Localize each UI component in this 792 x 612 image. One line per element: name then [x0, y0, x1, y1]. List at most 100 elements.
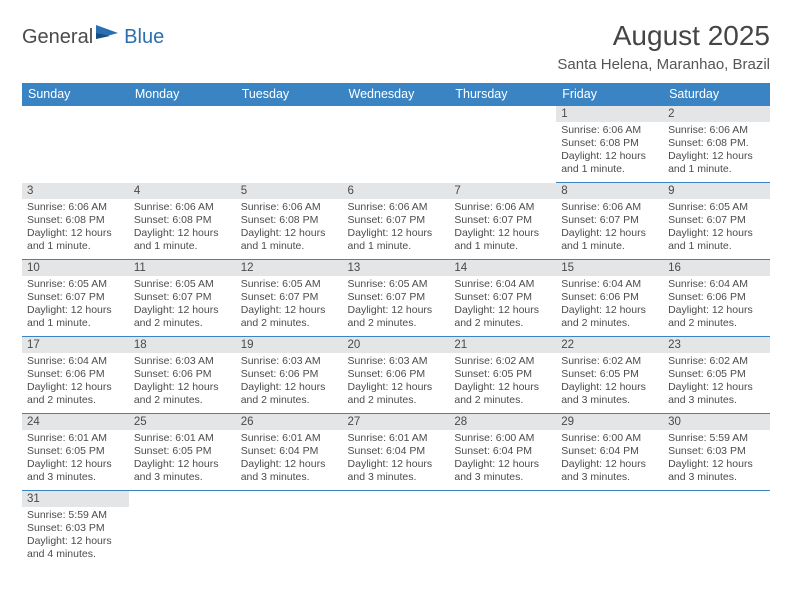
calendar-day-cell: 31Sunrise: 5:59 AMSunset: 6:03 PMDayligh…	[22, 491, 129, 568]
day-detail-line: and 2 minutes.	[27, 394, 124, 407]
day-detail-line: and 2 minutes.	[454, 317, 551, 330]
day-detail-line: and 2 minutes.	[454, 394, 551, 407]
calendar-day-cell: 26Sunrise: 6:01 AMSunset: 6:04 PMDayligh…	[236, 414, 343, 491]
day-details: Sunrise: 6:06 AMSunset: 6:07 PMDaylight:…	[343, 199, 450, 258]
day-detail-line: and 3 minutes.	[27, 471, 124, 484]
day-detail-line: Sunrise: 6:06 AM	[348, 201, 445, 214]
day-detail-line: Sunset: 6:07 PM	[454, 291, 551, 304]
day-detail-line: Sunrise: 6:06 AM	[668, 124, 765, 137]
day-detail-line: Sunset: 6:08 PM	[27, 214, 124, 227]
day-detail-line: Daylight: 12 hours	[241, 381, 338, 394]
day-detail-line: and 2 minutes.	[668, 317, 765, 330]
day-detail-line: Sunset: 6:06 PM	[668, 291, 765, 304]
calendar-day-cell: 30Sunrise: 5:59 AMSunset: 6:03 PMDayligh…	[663, 414, 770, 491]
day-details: Sunrise: 6:04 AMSunset: 6:06 PMDaylight:…	[556, 276, 663, 335]
day-detail-line: Sunset: 6:07 PM	[668, 214, 765, 227]
calendar-day-cell: 1Sunrise: 6:06 AMSunset: 6:08 PMDaylight…	[556, 106, 663, 183]
day-detail-line: and 2 minutes.	[348, 394, 445, 407]
day-details: Sunrise: 6:00 AMSunset: 6:04 PMDaylight:…	[556, 430, 663, 489]
weekday-header: Tuesday	[236, 83, 343, 106]
day-details: Sunrise: 6:05 AMSunset: 6:07 PMDaylight:…	[343, 276, 450, 335]
calendar-day-cell: 4Sunrise: 6:06 AMSunset: 6:08 PMDaylight…	[129, 183, 236, 260]
day-number: 1	[556, 106, 663, 122]
day-detail-line: Daylight: 12 hours	[27, 304, 124, 317]
day-detail-line: and 2 minutes.	[241, 394, 338, 407]
day-detail-line: and 1 minute.	[454, 240, 551, 253]
day-detail-line: Sunrise: 6:05 AM	[134, 278, 231, 291]
calendar-day-cell: 25Sunrise: 6:01 AMSunset: 6:05 PMDayligh…	[129, 414, 236, 491]
weekday-header: Monday	[129, 83, 236, 106]
calendar-week-row: 17Sunrise: 6:04 AMSunset: 6:06 PMDayligh…	[22, 337, 770, 414]
day-number: 11	[129, 260, 236, 276]
calendar-empty-cell	[22, 106, 129, 183]
weekday-row: SundayMondayTuesdayWednesdayThursdayFrid…	[22, 83, 770, 106]
calendar-day-cell: 5Sunrise: 6:06 AMSunset: 6:08 PMDaylight…	[236, 183, 343, 260]
calendar-empty-cell	[236, 491, 343, 568]
calendar-body: 1Sunrise: 6:06 AMSunset: 6:08 PMDaylight…	[22, 106, 770, 568]
day-detail-line: and 3 minutes.	[561, 394, 658, 407]
calendar-day-cell: 8Sunrise: 6:06 AMSunset: 6:07 PMDaylight…	[556, 183, 663, 260]
day-detail-line: and 1 minute.	[27, 317, 124, 330]
day-detail-line: Sunset: 6:07 PM	[561, 214, 658, 227]
calendar-week-row: 1Sunrise: 6:06 AMSunset: 6:08 PMDaylight…	[22, 106, 770, 183]
day-number: 2	[663, 106, 770, 122]
calendar-page: General Blue August 2025 Santa Helena, M…	[0, 0, 792, 568]
day-detail-line: Sunrise: 6:06 AM	[27, 201, 124, 214]
day-detail-line: and 3 minutes.	[668, 471, 765, 484]
day-detail-line: Sunrise: 6:00 AM	[454, 432, 551, 445]
calendar-empty-cell	[449, 106, 556, 183]
day-number: 16	[663, 260, 770, 276]
day-detail-line: Daylight: 12 hours	[348, 381, 445, 394]
day-detail-line: Daylight: 12 hours	[668, 150, 765, 163]
day-detail-line: and 1 minute.	[561, 240, 658, 253]
day-detail-line: Sunrise: 6:05 AM	[668, 201, 765, 214]
calendar-day-cell: 9Sunrise: 6:05 AMSunset: 6:07 PMDaylight…	[663, 183, 770, 260]
day-detail-line: Sunset: 6:05 PM	[27, 445, 124, 458]
day-details: Sunrise: 6:03 AMSunset: 6:06 PMDaylight:…	[236, 353, 343, 412]
day-detail-line: Sunrise: 6:02 AM	[668, 355, 765, 368]
day-detail-line: Sunset: 6:03 PM	[27, 522, 124, 535]
day-detail-line: and 2 minutes.	[241, 317, 338, 330]
day-detail-line: Daylight: 12 hours	[561, 458, 658, 471]
day-detail-line: Sunrise: 6:03 AM	[241, 355, 338, 368]
logo-text-blue: Blue	[124, 26, 164, 49]
day-detail-line: Sunrise: 6:06 AM	[561, 201, 658, 214]
day-detail-line: and 1 minute.	[241, 240, 338, 253]
calendar-header: SundayMondayTuesdayWednesdayThursdayFrid…	[22, 83, 770, 106]
title-block: August 2025 Santa Helena, Maranhao, Braz…	[557, 20, 770, 79]
day-detail-line: Daylight: 12 hours	[454, 304, 551, 317]
calendar-week-row: 24Sunrise: 6:01 AMSunset: 6:05 PMDayligh…	[22, 414, 770, 491]
day-detail-line: Sunset: 6:06 PM	[241, 368, 338, 381]
day-detail-line: Daylight: 12 hours	[454, 381, 551, 394]
day-detail-line: and 1 minute.	[668, 163, 765, 176]
day-number	[343, 106, 450, 123]
calendar-day-cell: 16Sunrise: 6:04 AMSunset: 6:06 PMDayligh…	[663, 260, 770, 337]
day-number	[22, 106, 129, 123]
month-title: August 2025	[557, 20, 770, 52]
day-detail-line: Daylight: 12 hours	[561, 381, 658, 394]
calendar-day-cell: 29Sunrise: 6:00 AMSunset: 6:04 PMDayligh…	[556, 414, 663, 491]
day-detail-line: Sunset: 6:06 PM	[134, 368, 231, 381]
day-detail-line: Sunset: 6:05 PM	[561, 368, 658, 381]
day-details: Sunrise: 6:02 AMSunset: 6:05 PMDaylight:…	[449, 353, 556, 412]
calendar-table: SundayMondayTuesdayWednesdayThursdayFrid…	[22, 83, 770, 568]
day-details: Sunrise: 6:02 AMSunset: 6:05 PMDaylight:…	[663, 353, 770, 412]
day-detail-line: Sunset: 6:07 PM	[241, 291, 338, 304]
day-detail-line: Sunrise: 6:04 AM	[668, 278, 765, 291]
logo-text-general: General	[22, 26, 93, 49]
day-detail-line: Sunrise: 6:02 AM	[561, 355, 658, 368]
day-detail-line: and 3 minutes.	[134, 471, 231, 484]
calendar-week-row: 3Sunrise: 6:06 AMSunset: 6:08 PMDaylight…	[22, 183, 770, 260]
day-detail-line: Daylight: 12 hours	[134, 458, 231, 471]
day-detail-line: Daylight: 12 hours	[668, 458, 765, 471]
day-detail-line: Daylight: 12 hours	[27, 458, 124, 471]
day-detail-line: Sunset: 6:05 PM	[134, 445, 231, 458]
day-number: 27	[343, 414, 450, 430]
day-details: Sunrise: 6:03 AMSunset: 6:06 PMDaylight:…	[343, 353, 450, 412]
day-detail-line: and 3 minutes.	[348, 471, 445, 484]
day-detail-line: and 4 minutes.	[27, 548, 124, 561]
day-number: 5	[236, 183, 343, 199]
day-details: Sunrise: 6:04 AMSunset: 6:07 PMDaylight:…	[449, 276, 556, 335]
calendar-day-cell: 21Sunrise: 6:02 AMSunset: 6:05 PMDayligh…	[449, 337, 556, 414]
day-number	[449, 106, 556, 123]
